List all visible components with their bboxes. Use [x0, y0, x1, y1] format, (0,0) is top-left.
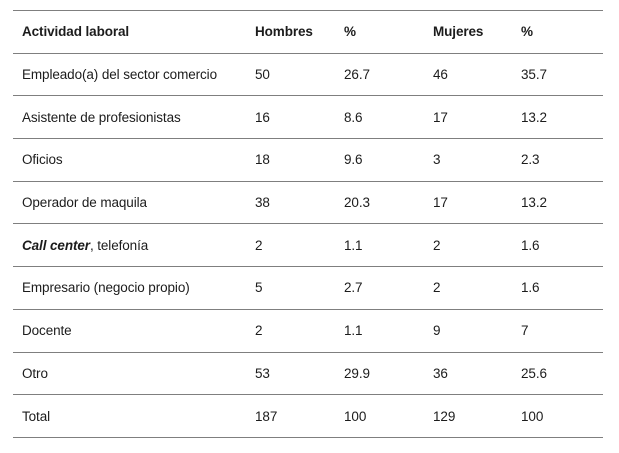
actividad-laboral-table: Actividad laboral Hombres % Mujeres % Em… — [13, 10, 603, 438]
cell-hombres: 53 — [255, 365, 270, 381]
row-label: Asistente de profesionistas — [22, 109, 181, 125]
cell-pct-mujeres: 2.3 — [521, 152, 540, 168]
column-header-actividad-laboral: Actividad laboral — [22, 24, 130, 40]
column-header-hombres: Hombres — [255, 24, 313, 40]
cell-pct-mujeres: 13.2 — [521, 109, 547, 125]
table-row: Asistente de profesionistas 16 8.6 17 13… — [13, 96, 603, 139]
cell-hombres: 5 — [255, 280, 263, 296]
cell-actividad: Asistente de profesionistas — [13, 96, 255, 139]
cell-hombres: 2 — [255, 323, 263, 339]
cell-actividad: Empleado(a) del sector comercio — [13, 53, 255, 96]
cell-pct-mujeres: 1.6 — [521, 237, 540, 253]
cell-mujeres: 9 — [433, 323, 441, 339]
table-row: Call center, telefonía 2 1.1 2 1.6 — [13, 224, 603, 267]
cell-hombres: 18 — [255, 152, 270, 168]
row-label: Operador de maquila — [22, 195, 147, 211]
row-label: Oficios — [22, 152, 63, 168]
row-label: Otro — [22, 365, 48, 381]
cell-mujeres: 129 — [433, 408, 456, 424]
cell-hombres: 50 — [255, 67, 270, 83]
cell-mujeres: 17 — [433, 195, 448, 211]
cell-pct-mujeres: 13.2 — [521, 195, 547, 211]
table-row: Oficios 18 9.6 3 2.3 — [13, 139, 603, 182]
cell-pct-hombres: 29.9 — [344, 365, 370, 381]
table-row: Operador de maquila 38 20.3 17 13.2 — [13, 181, 603, 224]
table-row: Empresario (negocio propio) 5 2.7 2 1.6 — [13, 267, 603, 310]
cell-pct-hombres: 20.3 — [344, 195, 370, 211]
cell-actividad: Otro — [13, 352, 255, 395]
cell-actividad: Empresario (negocio propio) — [13, 267, 255, 310]
cell-pct-hombres: 1.1 — [344, 323, 363, 339]
cell-pct-mujeres: 25.6 — [521, 365, 547, 381]
cell-hombres: 2 — [255, 237, 263, 253]
cell-hombres: 38 — [255, 195, 270, 211]
cell-pct-hombres: 8.6 — [344, 109, 363, 125]
row-label: Empleado(a) del sector comercio — [22, 67, 217, 83]
table-row: Otro 53 29.9 36 25.6 — [13, 352, 603, 395]
cell-mujeres: 46 — [433, 67, 448, 83]
cell-pct-mujeres: 1.6 — [521, 280, 540, 296]
cell-mujeres: 3 — [433, 152, 441, 168]
cell-hombres: 187 — [255, 408, 278, 424]
cell-pct-mujeres: 7 — [521, 323, 529, 339]
row-label-emphasis: Call center — [22, 237, 90, 253]
row-label: Docente — [22, 323, 72, 339]
cell-mujeres: 17 — [433, 109, 448, 125]
table-row: Total 187 100 129 100 — [13, 395, 603, 438]
row-label: Total — [22, 408, 51, 424]
cell-pct-hombres: 100 — [344, 408, 367, 424]
table-row: Docente 2 1.1 9 7 — [13, 309, 603, 352]
cell-pct-hombres: 2.7 — [344, 280, 363, 296]
cell-mujeres: 2 — [433, 280, 441, 296]
cell-actividad: Call center, telefonía — [13, 224, 255, 267]
cell-mujeres: 2 — [433, 237, 441, 253]
row-label: , telefonía — [89, 237, 149, 253]
cell-pct-mujeres: 35.7 — [521, 67, 547, 83]
cell-actividad: Oficios — [13, 139, 255, 182]
column-header-mujeres: Mujeres — [433, 24, 484, 40]
cell-pct-hombres: 1.1 — [344, 237, 363, 253]
column-header-pct-mujeres: % — [521, 24, 533, 40]
row-label: Empresario (negocio propio) — [22, 280, 190, 296]
table-row: Empleado(a) del sector comercio 50 26.7 … — [13, 53, 603, 96]
cell-pct-hombres: 9.6 — [344, 152, 363, 168]
cell-hombres: 16 — [255, 109, 270, 125]
cell-pct-hombres: 26.7 — [344, 67, 370, 83]
cell-actividad: Total — [13, 395, 255, 438]
cell-pct-mujeres: 100 — [521, 408, 544, 424]
cell-mujeres: 36 — [433, 365, 448, 381]
table-header-row: Actividad laboral Hombres % Mujeres % — [13, 11, 603, 54]
column-header-pct-hombres: % — [344, 24, 356, 40]
cell-actividad: Operador de maquila — [13, 181, 255, 224]
cell-actividad: Docente — [13, 309, 255, 352]
